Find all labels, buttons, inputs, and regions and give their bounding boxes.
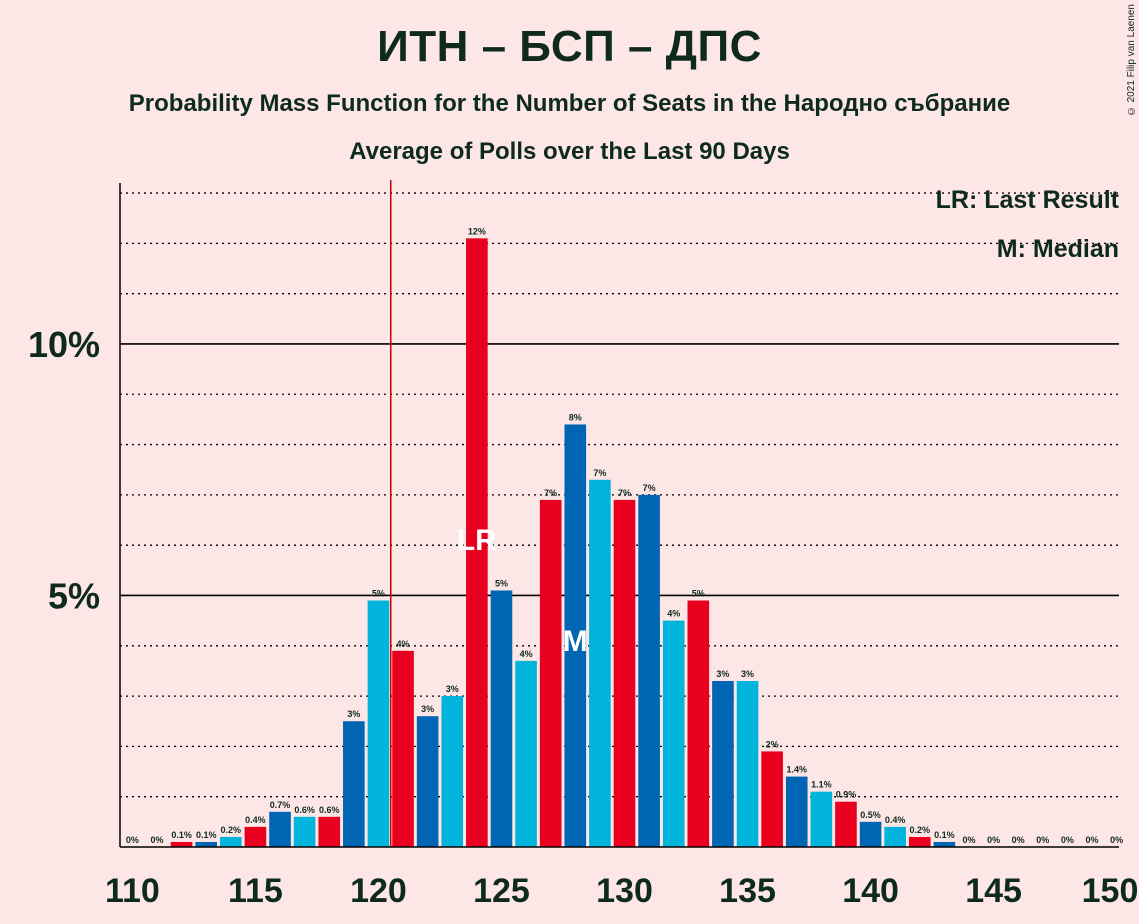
value-label-136: 2% xyxy=(766,739,779,749)
value-label-113: 0.1% xyxy=(196,830,217,840)
value-label-117: 0.6% xyxy=(294,805,315,815)
bar-seat-138 xyxy=(810,791,833,847)
value-label-121: 4% xyxy=(397,639,410,649)
y-tick-label: 10% xyxy=(28,324,100,365)
legend-median: M: Median xyxy=(996,235,1119,263)
bar-seat-136 xyxy=(761,751,783,847)
bar-seat-117 xyxy=(293,816,316,847)
value-label-149: 0% xyxy=(1086,835,1099,845)
last-result-marker: LR xyxy=(457,524,497,557)
x-tick-label: 135 xyxy=(719,872,776,910)
value-label-124: 12% xyxy=(468,226,486,236)
bar-seat-140 xyxy=(859,821,882,847)
x-tick-label: 125 xyxy=(473,872,530,910)
bar-seat-114 xyxy=(220,836,242,847)
bar-seat-123 xyxy=(441,696,464,847)
bar-seat-143 xyxy=(933,841,956,847)
value-label-132: 4% xyxy=(667,609,680,619)
value-label-120: 5% xyxy=(372,589,385,599)
bar-seat-131 xyxy=(638,494,660,847)
value-label-134: 3% xyxy=(716,669,729,679)
value-label-128: 8% xyxy=(569,412,582,422)
value-label-111: 0% xyxy=(150,835,163,845)
value-label-114: 0.2% xyxy=(221,825,242,835)
x-tick-label: 150 xyxy=(1082,872,1139,910)
value-label-112: 0.1% xyxy=(171,830,192,840)
bar-seat-125 xyxy=(490,590,513,847)
value-label-148: 0% xyxy=(1061,835,1074,845)
value-label-145: 0% xyxy=(987,835,1000,845)
value-label-126: 4% xyxy=(520,649,533,659)
bar-seat-122 xyxy=(416,716,439,847)
value-label-144: 0% xyxy=(962,835,975,845)
bar-seat-129 xyxy=(589,479,611,847)
x-tick-label: 115 xyxy=(228,872,283,910)
x-tick-label: 120 xyxy=(350,872,407,910)
value-label-139: 0.9% xyxy=(836,790,857,800)
value-label-135: 3% xyxy=(741,669,754,679)
value-label-143: 0.1% xyxy=(934,830,955,840)
bar-seat-135 xyxy=(736,681,759,847)
x-tick-label: 145 xyxy=(965,872,1022,910)
chart-title: ИТН – БСП – ДПС xyxy=(377,22,762,71)
bar-seat-137 xyxy=(785,776,808,847)
value-label-142: 0.2% xyxy=(910,825,931,835)
y-tick-label: 5% xyxy=(48,575,100,616)
bar-seat-142 xyxy=(908,836,931,847)
legend-last-result: LR: Last Result xyxy=(935,186,1119,214)
value-label-131: 7% xyxy=(643,483,656,493)
value-label-129: 7% xyxy=(593,468,606,478)
bar-seat-126 xyxy=(515,660,537,847)
value-label-130: 7% xyxy=(618,488,631,498)
chart-subtitle-2: Average of Polls over the Last 90 Days xyxy=(349,138,790,165)
value-label-150: 0% xyxy=(1110,835,1123,845)
value-label-110: 0% xyxy=(126,835,139,845)
x-tick-label: 140 xyxy=(842,872,899,910)
bar-seat-134 xyxy=(712,681,734,847)
value-label-118: 0.6% xyxy=(319,805,340,815)
value-label-125: 5% xyxy=(495,578,508,588)
chart-subtitle: Probability Mass Function for the Number… xyxy=(128,90,1011,117)
bar-seat-132 xyxy=(662,620,685,847)
bar-seat-141 xyxy=(884,826,906,847)
bar-seat-121 xyxy=(392,650,414,847)
value-label-146: 0% xyxy=(1012,835,1025,845)
value-label-122: 3% xyxy=(421,704,434,714)
bar-seat-113 xyxy=(195,841,218,847)
value-label-140: 0.5% xyxy=(860,810,881,820)
bar-seat-139 xyxy=(835,801,857,847)
value-label-137: 1.4% xyxy=(786,765,807,775)
bar-seat-115 xyxy=(244,826,267,847)
bar-seat-124 xyxy=(466,238,488,848)
bar-seat-133 xyxy=(687,600,710,847)
bar-seat-112 xyxy=(170,841,193,847)
value-label-138: 1.1% xyxy=(811,780,832,790)
bar-seat-127 xyxy=(539,499,562,847)
bar-seat-116 xyxy=(269,811,291,847)
value-label-127: 7% xyxy=(544,488,557,498)
bar-seat-120 xyxy=(367,600,390,847)
bar-seat-119 xyxy=(343,721,365,847)
x-tick-label: 110 xyxy=(105,872,160,910)
bar-seat-128 xyxy=(564,424,587,847)
bar-seat-118 xyxy=(318,816,341,847)
bar-seat-130 xyxy=(613,499,636,847)
value-label-115: 0.4% xyxy=(245,815,266,825)
value-label-116: 0.7% xyxy=(270,800,291,810)
value-label-133: 5% xyxy=(692,589,705,599)
value-label-141: 0.4% xyxy=(885,815,906,825)
x-tick-label: 130 xyxy=(596,872,653,910)
value-label-147: 0% xyxy=(1036,835,1049,845)
value-label-119: 3% xyxy=(347,709,360,719)
value-label-123: 3% xyxy=(446,684,459,694)
median-marker: M xyxy=(563,625,588,658)
